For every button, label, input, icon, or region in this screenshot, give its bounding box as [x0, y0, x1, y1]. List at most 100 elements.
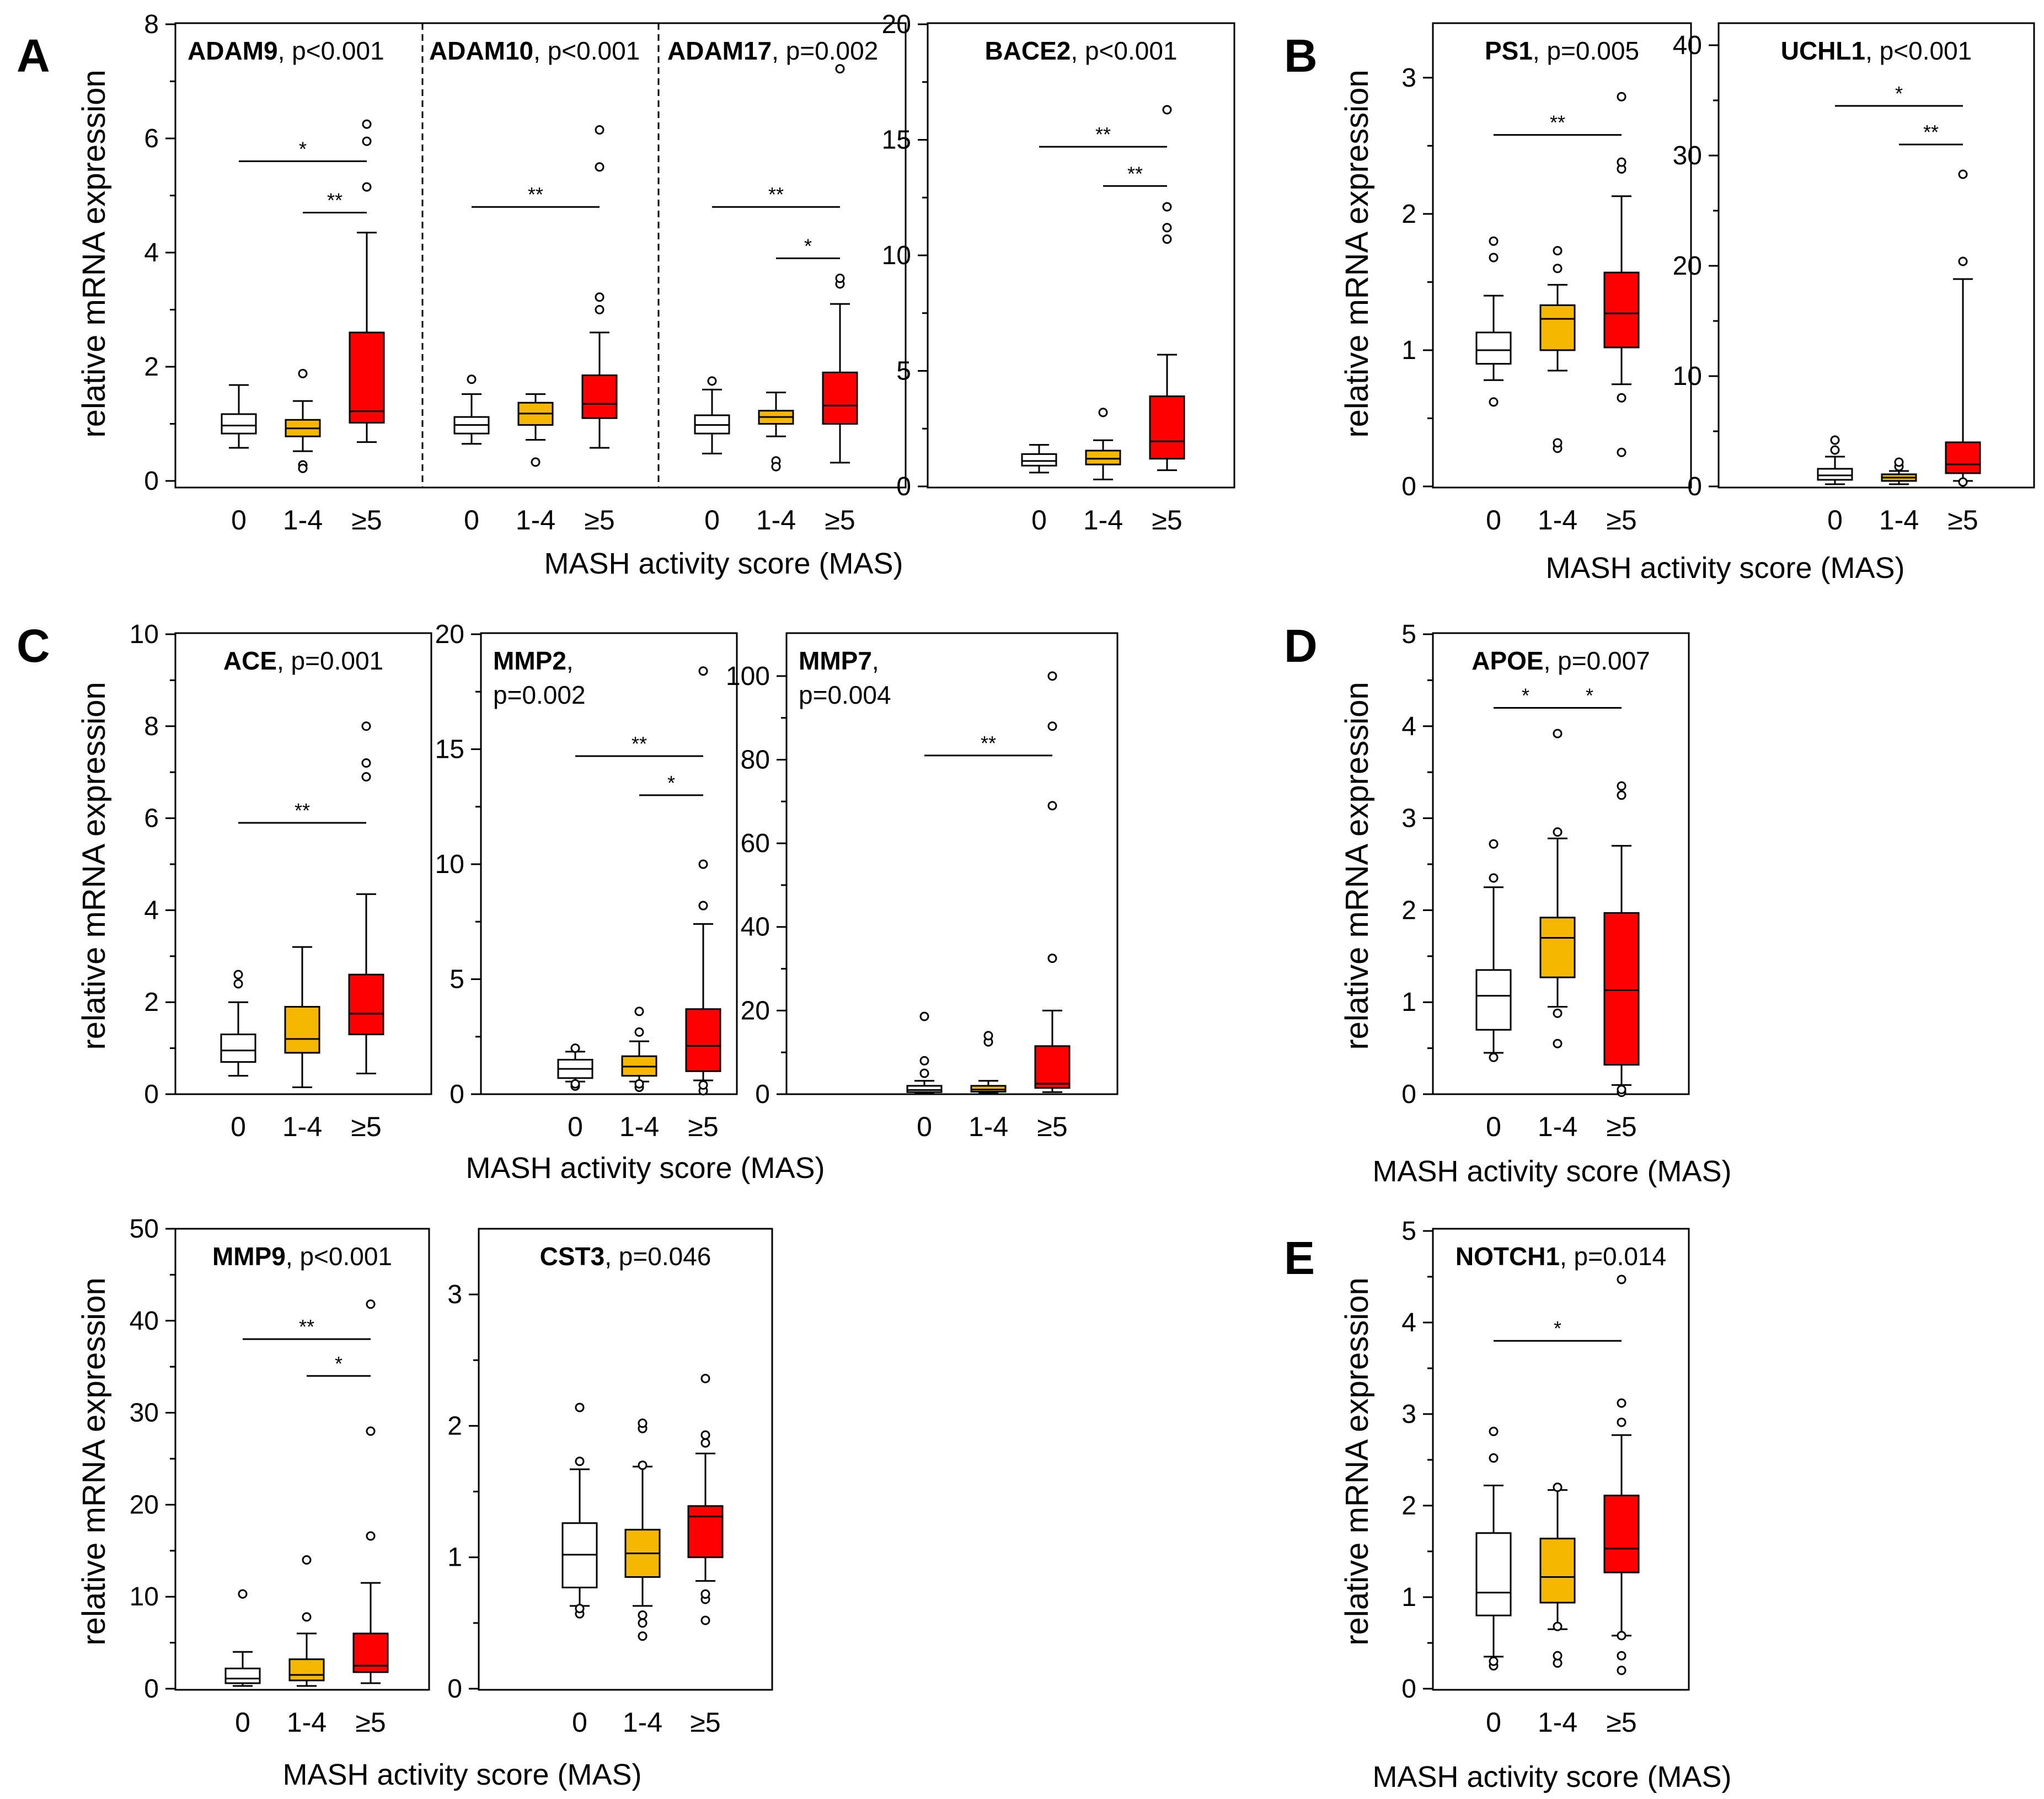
box-1-4	[284, 946, 320, 1088]
gene-name: MMP7	[799, 646, 872, 675]
y-tick-label: 20	[882, 10, 911, 39]
box-iqr	[1603, 271, 1640, 349]
outlier-point	[531, 457, 541, 467]
panel-letter-d: D	[1284, 620, 1318, 672]
y-tick-label: 2	[144, 988, 159, 1017]
outlier-point	[1553, 1482, 1563, 1492]
box-≥5	[1603, 92, 1640, 457]
y-tick-label: 2	[144, 352, 159, 382]
x-axis-label: MASH activity score (MAS)	[1545, 552, 1904, 585]
outlier-point	[1553, 438, 1563, 448]
outlier-point	[1617, 1651, 1626, 1661]
chart-title: ADAM9, p<0.001	[188, 36, 384, 65]
box-0	[1475, 1427, 1512, 1671]
box-1-4	[285, 368, 321, 473]
y-tick-label: 0	[1401, 472, 1416, 501]
box-1-4	[517, 393, 554, 467]
x-tick-label: 0	[464, 505, 479, 536]
y-tick-label: 6	[144, 804, 159, 833]
chart-mmp7: 0 20 40 60 80 100 0 1-4 ≥5 ** MMP7, p=0.004	[726, 632, 1119, 1142]
outlier-point	[1162, 223, 1172, 233]
y-axis-label: relative mRNA expression	[76, 682, 112, 1050]
outlier-point	[919, 1068, 929, 1078]
y-tick-label: 20	[130, 1490, 159, 1519]
box-≥5	[1603, 781, 1640, 1097]
p-value: , p<0.001	[533, 36, 640, 65]
chart-adam10: 0 1-4 ≥5 ** ADAM10, p<0.001	[429, 36, 640, 536]
y-tick-label: 0	[450, 1080, 464, 1109]
outlier-point	[1162, 105, 1172, 115]
outlier-point	[771, 462, 781, 472]
outlier-point	[835, 64, 845, 74]
y-tick-label: 8	[144, 10, 159, 39]
outlier-point	[1489, 839, 1499, 849]
box-iqr	[685, 1008, 721, 1072]
panel-letter-b: B	[1284, 30, 1318, 82]
y-axis-label: relative mRNA expression	[76, 69, 112, 437]
outlier-point	[698, 901, 708, 911]
significance-label: *	[1586, 684, 1593, 706]
x-tick-label: 1-4	[1083, 505, 1123, 536]
p-value: , p<0.001	[1865, 36, 1972, 65]
outlier-point	[233, 979, 243, 989]
box-iqr	[1539, 917, 1576, 978]
x-tick-label: ≥5	[688, 1111, 718, 1142]
y-tick-label: 0	[755, 1080, 770, 1109]
outlier-point	[700, 1374, 710, 1384]
y-tick-label: 0	[144, 1674, 159, 1704]
outlier-point	[638, 1460, 648, 1470]
box-iqr	[1475, 969, 1512, 1031]
box-0	[561, 1402, 598, 1619]
box-iqr	[221, 413, 257, 435]
box-1-4	[1881, 457, 1917, 485]
x-tick-label: 1-4	[623, 1707, 662, 1738]
outlier-point	[698, 666, 708, 676]
x-tick-label: 1-4	[1538, 505, 1577, 536]
x-tick-label: 0	[231, 505, 247, 536]
y-tick-label: 4	[144, 238, 159, 267]
panel-letter-a: A	[17, 30, 50, 82]
chart-ps1: 0 1 2 3 0 1-4 ≥5 ** PS1, p=0.005	[1401, 22, 1692, 536]
chart-title: ADAM10, p<0.001	[429, 36, 640, 65]
outlier-point	[1553, 1038, 1563, 1048]
y-tick-label: 5	[896, 357, 911, 386]
outlier-point	[1958, 477, 1968, 487]
box-≥5	[1603, 1275, 1640, 1675]
y-tick-label: 20	[1673, 251, 1702, 281]
outlier-point	[1894, 457, 1904, 467]
box-iqr	[1021, 453, 1057, 467]
x-axis-label: MASH activity score (MAS)	[1372, 1155, 1731, 1188]
outlier-point	[698, 1080, 708, 1090]
p-value: , p=0.002	[772, 36, 878, 65]
outlier-point	[298, 368, 308, 378]
significance-label: *	[667, 772, 675, 794]
outlier-point	[575, 1604, 585, 1614]
x-axis-label: MASH activity score (MAS)	[465, 1152, 825, 1185]
outlier-point	[1830, 445, 1840, 455]
box-0	[1475, 839, 1512, 1062]
box-0	[694, 376, 730, 454]
y-tick-label: 20	[435, 620, 464, 649]
x-tick-label: 0	[572, 1707, 587, 1738]
box-iqr	[224, 1667, 261, 1684]
x-tick-label: 1-4	[1879, 505, 1919, 536]
outlier-point	[1047, 671, 1057, 681]
panel-letter-c: C	[17, 620, 50, 672]
x-tick-label: 0	[1031, 505, 1047, 536]
box-0	[221, 384, 257, 449]
y-tick-label: 2	[1401, 200, 1416, 229]
outlier-point	[366, 1299, 376, 1309]
box-1-4	[288, 1555, 325, 1687]
outlier-point	[302, 1555, 312, 1565]
box-iqr	[1817, 468, 1853, 481]
box-0	[453, 374, 490, 445]
x-tick-label: 1-4	[619, 1111, 659, 1142]
p-value: p=0.004	[799, 681, 891, 709]
outlier-point	[1617, 1085, 1626, 1095]
outlier-point	[919, 1056, 929, 1066]
box-iqr	[1539, 304, 1576, 351]
outlier-point	[1489, 1656, 1499, 1666]
significance-label: **	[327, 189, 343, 212]
outlier-point	[1553, 264, 1563, 274]
box-0	[220, 970, 256, 1077]
